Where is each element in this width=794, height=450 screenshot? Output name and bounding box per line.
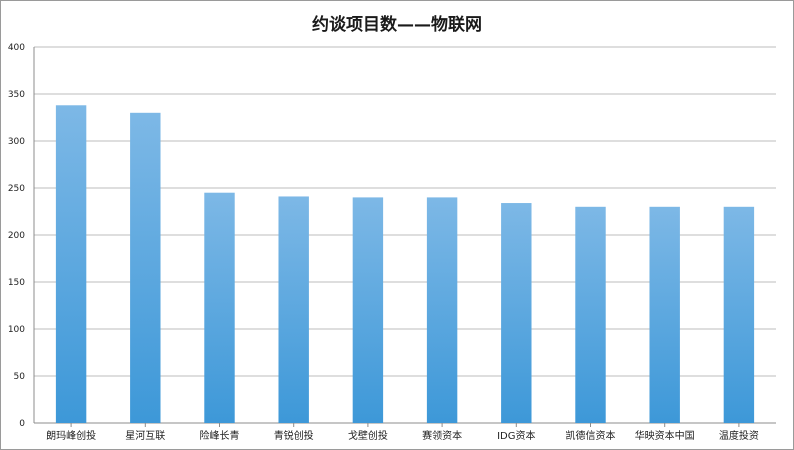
x-tick-label: 朗玛峰创投 <box>46 429 96 442</box>
labels: 0 50 100 150 200 250 300 350 400 朗玛峰创投 星河互联 险峰长青 青锐创… <box>8 43 759 442</box>
bar <box>575 206 606 423</box>
x-tick-label: 华映资本中国 <box>635 429 695 442</box>
y-tick-label: 50 <box>14 372 26 382</box>
bar <box>352 197 384 423</box>
bar <box>278 196 309 423</box>
y-tick-label: 350 <box>8 90 25 100</box>
y-tick-label: 100 <box>8 325 25 335</box>
bar <box>204 192 235 423</box>
y-tick-label: 400 <box>8 43 25 53</box>
bars <box>55 105 755 424</box>
x-tick-label: 戈壁创投 <box>348 429 388 442</box>
y-tick-label: 200 <box>8 231 25 241</box>
bar <box>649 206 680 423</box>
y-tick-label: 150 <box>8 278 25 288</box>
y-tick-label: 300 <box>8 137 25 147</box>
bar <box>55 105 87 423</box>
bar <box>723 206 755 423</box>
bar <box>426 197 458 423</box>
x-tick-label: 星河互联 <box>125 430 165 442</box>
x-tick-label: 险峰长青 <box>200 429 240 442</box>
x-tick-label: 凯德信资本 <box>566 429 616 442</box>
x-tick-label: 赛领资本 <box>422 429 462 442</box>
bar <box>501 203 532 423</box>
x-tick-label: IDG资本 <box>497 429 535 442</box>
x-tick-label: 温度投资 <box>719 429 759 442</box>
y-tick-label: 250 <box>8 184 25 194</box>
y-tick-label: 0 <box>19 419 25 429</box>
chart-title: 约谈项目数——物联网 <box>312 15 482 35</box>
bar <box>130 112 161 424</box>
x-tick-label: 青锐创投 <box>274 429 314 442</box>
